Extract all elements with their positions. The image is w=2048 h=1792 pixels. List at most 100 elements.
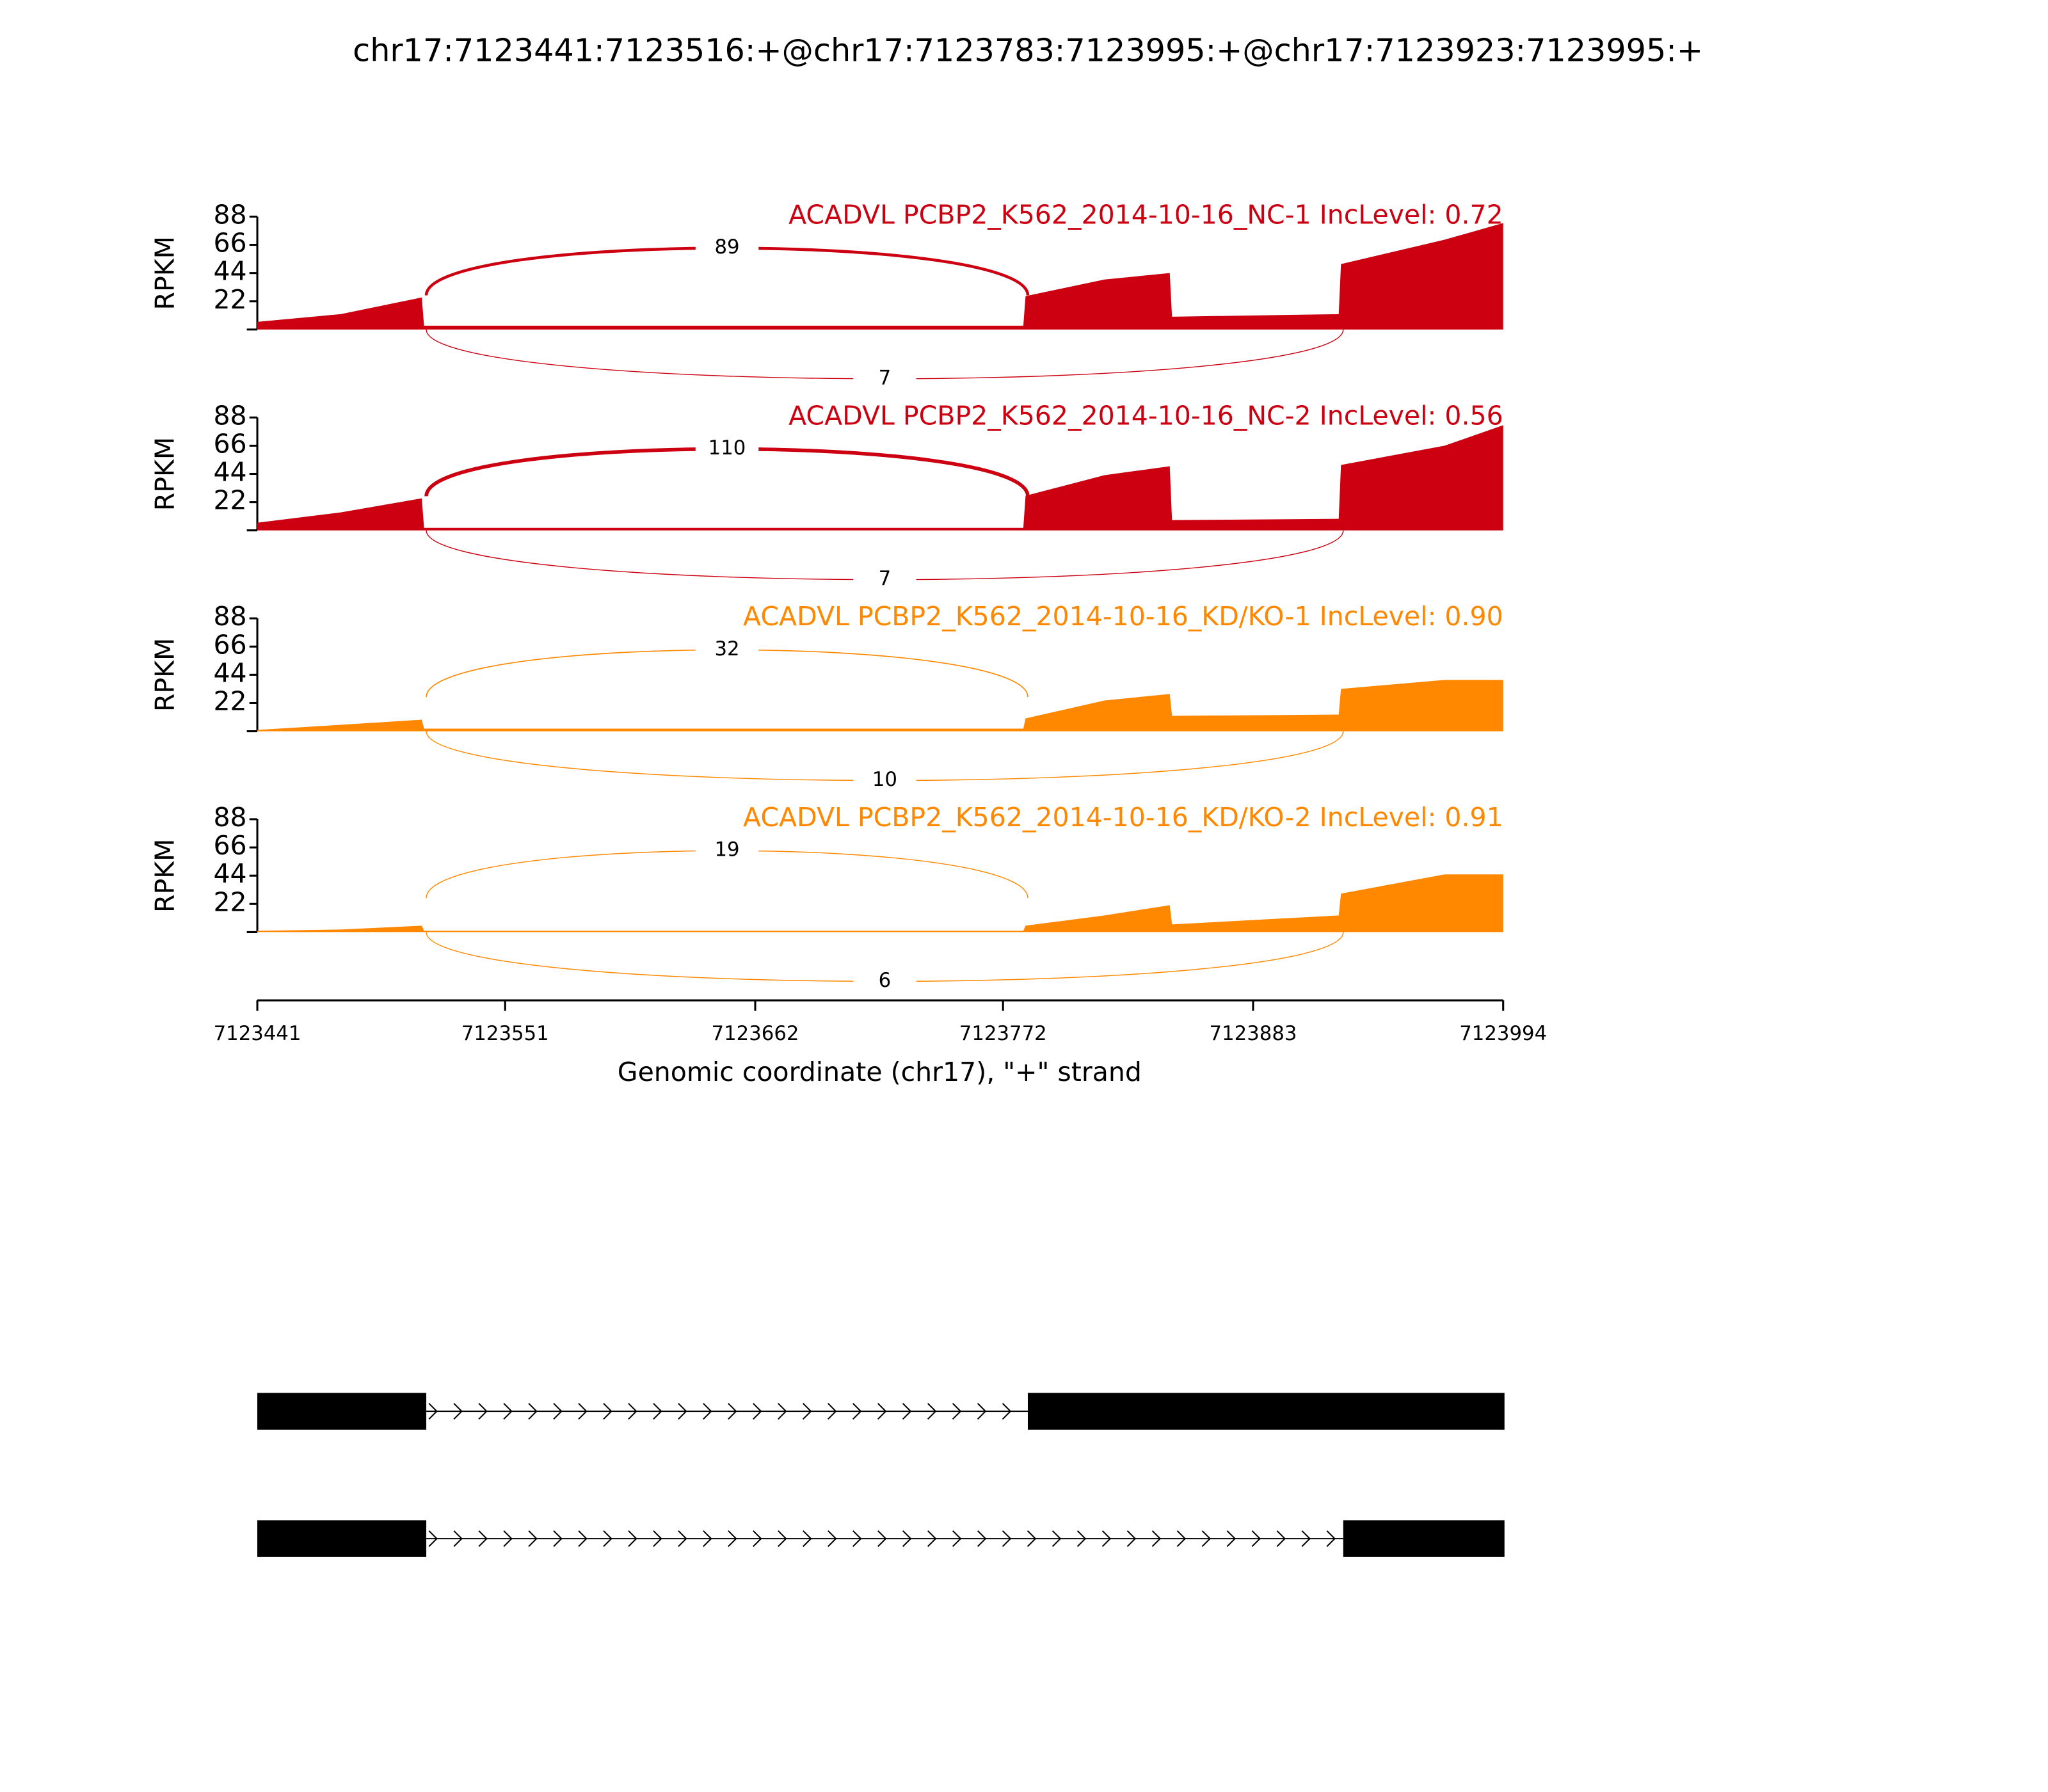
chart-title: chr17:7123441:7123516:+@chr17:7123783:71… (353, 32, 1703, 69)
panel-title: ACADVL PCBP2_K562_2014-10-16_KD/KO-1 Inc… (743, 601, 1503, 632)
exon (257, 1520, 427, 1557)
strand-arrow (1076, 1530, 1087, 1548)
junction-label: 110 (708, 436, 746, 460)
strand-arrow (653, 1530, 662, 1548)
y-tick-label: 88 (213, 802, 246, 833)
y-tick-label: 44 (213, 657, 246, 688)
strand-arrow (977, 1403, 987, 1420)
junction-label-bg (853, 969, 916, 993)
coverage-area (257, 874, 1503, 932)
strand-arrow (778, 1530, 787, 1548)
y-axis-label: RPKM (150, 437, 180, 511)
panel-title: ACADVL PCBP2_K562_2014-10-16_NC-2 IncLev… (788, 400, 1503, 431)
y-axis-label: RPKM (150, 638, 180, 712)
strand-arrow (828, 1403, 837, 1420)
strand-arrow (628, 1530, 637, 1548)
strand-arrow (1027, 1530, 1037, 1548)
strand-arrow (578, 1530, 588, 1548)
junction-label: 89 (714, 236, 739, 259)
y-tick-label: 88 (213, 199, 246, 230)
strand-arrow (753, 1530, 762, 1548)
coverage-area (257, 425, 1503, 531)
strand-arrow (678, 1403, 687, 1420)
x-tick-label: 7123441 (214, 1022, 301, 1045)
strand-arrow (852, 1530, 862, 1548)
y-tick-label: 22 (213, 284, 246, 315)
y-tick-label: 44 (213, 457, 246, 488)
strand-arrow (952, 1403, 962, 1420)
x-tick-label: 7123662 (712, 1022, 799, 1045)
strand-arrow (1002, 1403, 1012, 1420)
strand-arrow (603, 1530, 612, 1548)
junction-label: 6 (879, 969, 892, 992)
strand-arrow (503, 1530, 513, 1548)
strand-arrow (678, 1530, 687, 1548)
strand-arrow (803, 1403, 812, 1420)
strand-arrow (852, 1403, 862, 1420)
exon (257, 1393, 427, 1430)
strand-arrow (728, 1403, 737, 1420)
y-axis-label: RPKM (150, 838, 180, 913)
x-axis-label: Genomic coordinate (chr17), "+" strand (618, 1057, 1142, 1087)
strand-arrow (877, 1403, 887, 1420)
strand-arrow (453, 1403, 463, 1420)
strand-arrow (1151, 1530, 1162, 1548)
strand-arrow (1201, 1530, 1212, 1548)
exon (1027, 1393, 1505, 1430)
junction-label-bg (695, 236, 759, 260)
junction-label-bg (853, 568, 916, 592)
junction-label-bg (695, 838, 759, 863)
coverage-area (257, 223, 1503, 330)
y-axis-label: RPKM (150, 236, 180, 310)
y-tick-label: 88 (213, 601, 246, 632)
panel-title: ACADVL PCBP2_K562_2014-10-16_KD/KO-2 Inc… (743, 802, 1503, 833)
y-tick-label: 22 (213, 886, 246, 917)
strand-arrow (703, 1530, 712, 1548)
junction-label-bg (695, 637, 759, 662)
strand-arrow (478, 1530, 488, 1548)
strand-arrow (952, 1530, 962, 1548)
strand-arrow (828, 1530, 837, 1548)
strand-arrow (1101, 1530, 1112, 1548)
strand-arrow (453, 1530, 463, 1548)
strand-arrow (778, 1403, 787, 1420)
strand-arrow (578, 1403, 588, 1420)
strand-arrow (1176, 1530, 1187, 1548)
strand-arrow (528, 1403, 538, 1420)
junction-label: 7 (879, 567, 892, 590)
junction-label-bg (853, 769, 916, 792)
strand-arrow (703, 1403, 712, 1420)
y-tick-label: 66 (213, 428, 246, 459)
junction-label-bg (853, 367, 916, 391)
strand-arrow (1276, 1530, 1286, 1548)
y-tick-label: 22 (213, 685, 246, 716)
y-tick-label: 66 (213, 228, 246, 259)
junction-label: 32 (714, 637, 739, 660)
junction-label: 10 (872, 768, 897, 791)
strand-arrow (428, 1403, 438, 1420)
strand-arrow (478, 1403, 488, 1420)
junction-label: 7 (879, 366, 892, 389)
strand-arrow (728, 1530, 737, 1548)
y-tick-label: 88 (213, 400, 246, 431)
x-tick-label: 7123883 (1210, 1022, 1297, 1045)
y-tick-label: 22 (213, 485, 246, 516)
strand-arrow (1251, 1530, 1261, 1548)
strand-arrow (902, 1403, 912, 1420)
strand-arrow (553, 1403, 563, 1420)
strand-arrow (753, 1403, 762, 1420)
junction-label: 19 (714, 838, 739, 861)
x-tick-label: 7123994 (1459, 1022, 1547, 1045)
x-tick-label: 7123551 (461, 1022, 549, 1045)
strand-arrow (1052, 1530, 1062, 1548)
junction-label-bg (695, 437, 759, 461)
strand-arrow (877, 1530, 887, 1548)
strand-arrow (1301, 1530, 1311, 1548)
y-tick-label: 66 (213, 629, 246, 660)
strand-arrow (1002, 1530, 1012, 1548)
strand-arrow (603, 1403, 612, 1420)
strand-arrow (528, 1530, 538, 1548)
strand-arrow (1126, 1530, 1137, 1548)
